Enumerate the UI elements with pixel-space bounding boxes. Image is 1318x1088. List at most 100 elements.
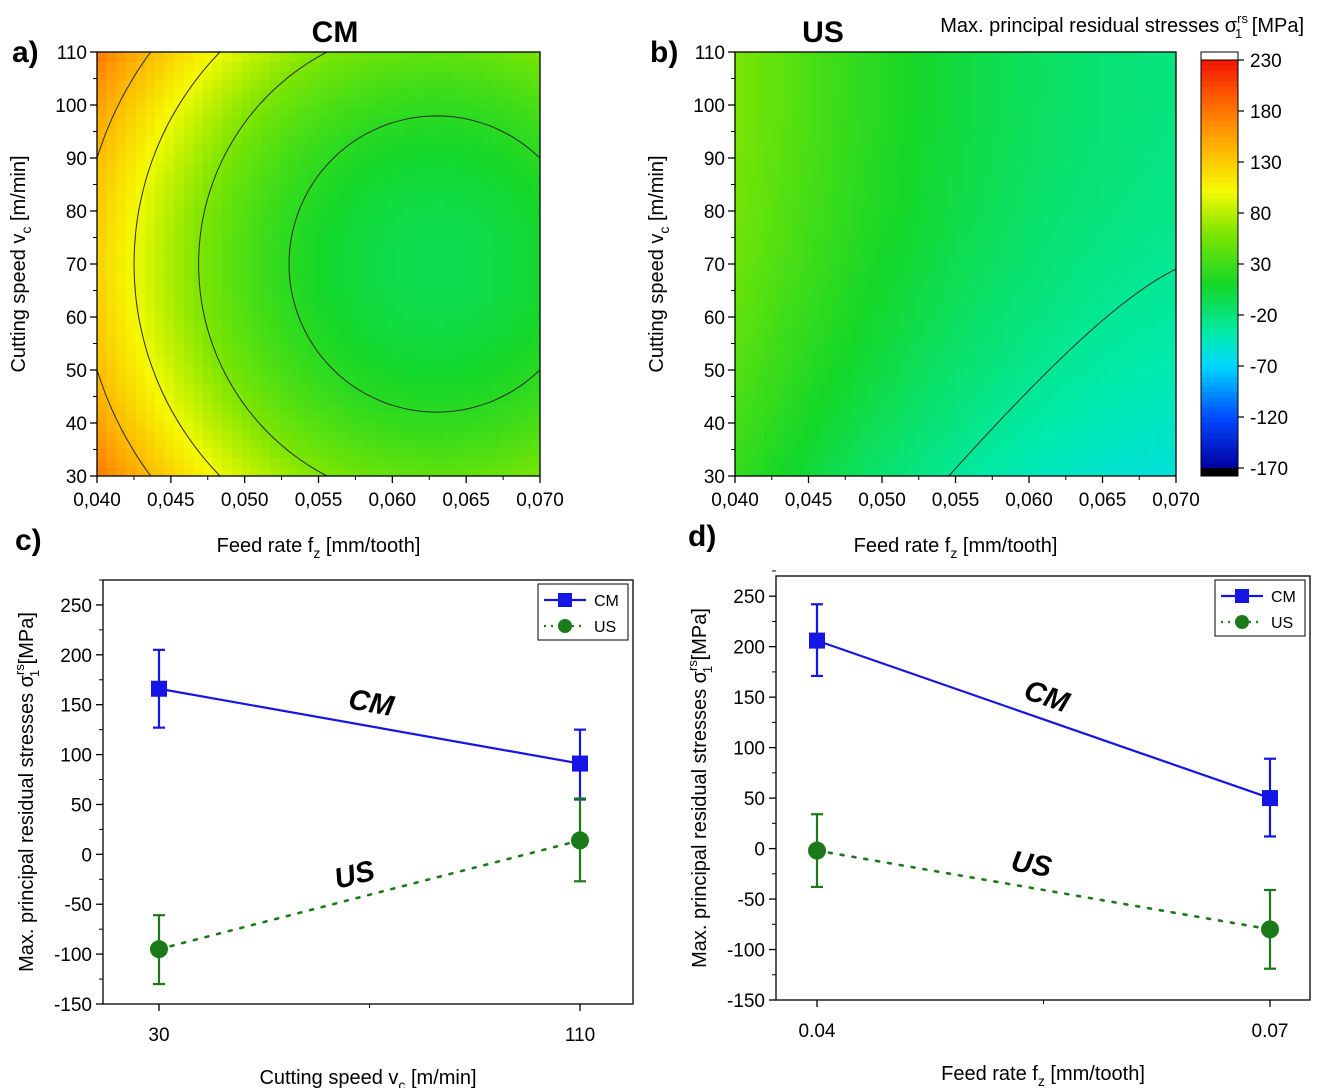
heatmap-cell [1147, 217, 1158, 228]
heatmap-cell [318, 153, 329, 164]
heatmap-cell [299, 429, 310, 440]
heatmap-cell [279, 217, 291, 228]
heatmap-cell [773, 319, 784, 330]
heatmap-cell [869, 125, 880, 136]
heatmap-cell [830, 457, 842, 468]
heatmap-cell [763, 70, 774, 81]
heatmap-cell [308, 217, 320, 228]
heatmap-cell [395, 273, 406, 284]
heatmap-cell [993, 107, 1005, 118]
heatmap-cell [472, 310, 483, 320]
heatmap-cell [1080, 254, 1091, 265]
heatmap-cell [945, 328, 957, 339]
heatmap-cell [462, 236, 474, 247]
heatmap-cell [174, 153, 185, 164]
heatmap-cell [106, 291, 117, 302]
heatmap-cell [773, 300, 784, 311]
heatmap-cell [260, 282, 271, 293]
heatmap-cell [1089, 199, 1100, 210]
heatmap-cell [212, 98, 223, 108]
heatmap-cell [520, 88, 531, 99]
heatmap-cell [869, 448, 880, 459]
heatmap-cell [1051, 374, 1062, 385]
heatmap-cell [763, 52, 774, 62]
heatmap-cell [763, 61, 774, 72]
heatmap-cell [251, 439, 262, 449]
heatmap-cell [965, 439, 976, 449]
series-cm [151, 648, 588, 801]
heatmap-cell [424, 319, 435, 330]
heatmap-cell [878, 107, 889, 118]
heatmap-cell [907, 273, 918, 284]
heatmap-cell [424, 190, 435, 201]
heatmap-cell [917, 356, 928, 366]
heatmap-cell [840, 291, 851, 302]
heatmap-cell [744, 61, 755, 72]
heatmap-cell [1089, 264, 1100, 274]
heatmap-cell [376, 429, 387, 440]
heatmap-cell [212, 254, 223, 265]
heatmap-cell [328, 236, 339, 247]
heatmap-cell [782, 393, 794, 403]
colorbar-swatch [1201, 417, 1238, 423]
heatmap-cell [318, 190, 329, 201]
heatmap-cell [270, 429, 281, 440]
heatmap-cell [917, 402, 928, 413]
heatmap-cell [222, 393, 233, 403]
heatmap-cell [183, 98, 194, 108]
heatmap-cell [850, 448, 861, 459]
heatmap-cell [888, 282, 899, 293]
heatmap-cell [869, 162, 880, 173]
data-point [808, 841, 826, 860]
heatmap-cell [347, 236, 358, 247]
heatmap-cell [357, 291, 368, 302]
heatmap-cell [936, 190, 947, 201]
heatmap-cell [773, 393, 784, 403]
heatmap-cell [1147, 310, 1158, 320]
heatmap-cell [1013, 300, 1024, 311]
heatmap-cell [830, 190, 842, 201]
heatmap-cell [1051, 245, 1062, 256]
heatmap-cell [260, 328, 271, 339]
heatmap-cell [1137, 190, 1148, 201]
heatmap-cell [897, 208, 909, 219]
heatmap-cell [279, 125, 291, 136]
heatmap-cell [231, 227, 243, 237]
heatmap-cell [1128, 116, 1139, 127]
heatmap-cell [782, 190, 794, 201]
heatmap-cell [231, 162, 243, 173]
heatmap-cell [984, 374, 995, 385]
heatmap-cell [993, 236, 1005, 247]
heatmap-cell [1118, 466, 1129, 477]
heatmap-cell [1147, 52, 1158, 62]
heatmap-cell [1070, 125, 1081, 136]
heatmap-cell [811, 61, 822, 72]
heatmap-cell [443, 393, 454, 403]
heatmap-cell [735, 411, 746, 422]
heatmap-cell [405, 199, 416, 210]
heatmap-cell [763, 328, 774, 339]
colorbar-swatch [1201, 70, 1238, 76]
heatmap-cell [1003, 356, 1014, 366]
heatmap-cell [318, 116, 329, 127]
heatmap-cell [945, 264, 957, 274]
heatmap-cell [164, 254, 175, 265]
heatmap-cell [183, 273, 194, 284]
heatmap-cell [337, 227, 348, 237]
heatmap-cell [974, 264, 985, 274]
heatmap-cell [955, 291, 966, 302]
heatmap-cell [850, 199, 861, 210]
heatmap-cell [773, 162, 784, 173]
heatmap-cell [164, 439, 175, 449]
heatmap-cell [840, 217, 851, 228]
heatmap-cell [917, 439, 928, 449]
legend-label: US [594, 619, 616, 636]
heatmap-cell [1003, 264, 1014, 274]
heatmap-cell [328, 374, 339, 385]
heatmap-cell [754, 190, 765, 201]
heatmap-cell [145, 153, 156, 164]
heatmap-cell [850, 300, 861, 311]
heatmap-cell [482, 374, 493, 385]
heatmap-cell [907, 134, 918, 145]
heatmap-cell [154, 107, 166, 118]
